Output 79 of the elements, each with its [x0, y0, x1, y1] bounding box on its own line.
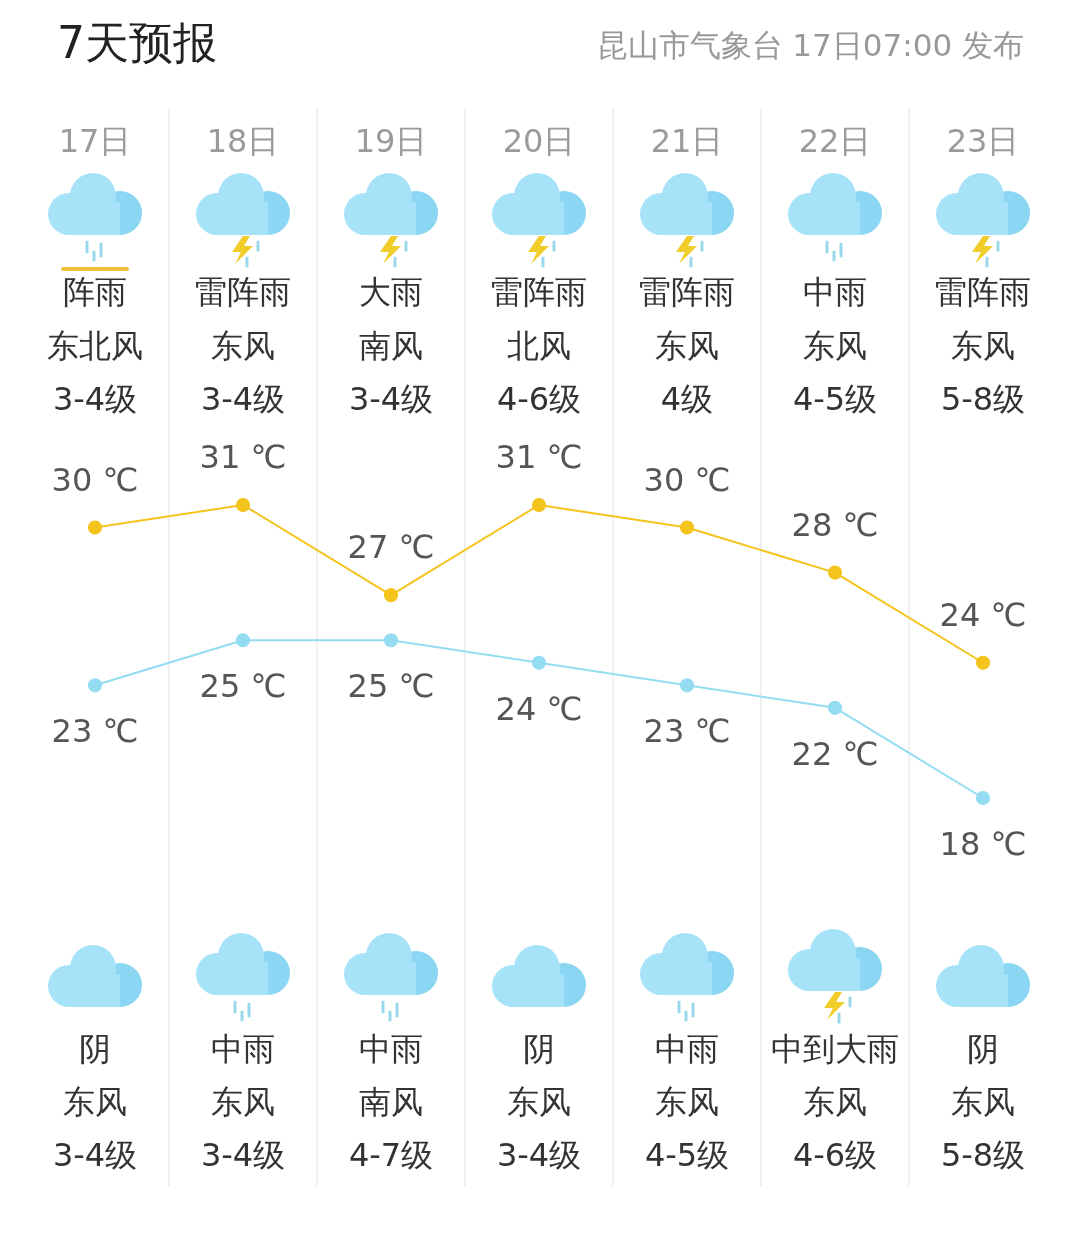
text: 4-6级 — [496, 380, 582, 418]
text: 中雨 — [211, 1030, 275, 1068]
text: 4-6级 — [792, 1136, 878, 1174]
x-tick-label: 23日 — [946, 121, 1020, 160]
text: 3-4级 — [52, 380, 138, 418]
text: 雷阵雨 — [491, 273, 587, 311]
text: 5-8级 — [940, 1136, 1026, 1174]
point — [87, 678, 103, 693]
data-label: 24 ℃ — [495, 689, 583, 728]
point — [975, 655, 991, 670]
point — [827, 700, 843, 715]
text: 中雨 — [359, 1030, 423, 1068]
text: 阴 — [79, 1030, 111, 1068]
data-label: 22 ℃ — [791, 734, 879, 773]
point — [679, 520, 695, 535]
chart-subtitle: 昆山市气象台 17日07:00 发布 — [596, 27, 1024, 63]
text: 东北风 — [47, 327, 143, 365]
point — [87, 520, 103, 535]
x-tick-label: 21日 — [650, 121, 724, 160]
text: 中雨 — [655, 1030, 719, 1068]
text: 东风 — [507, 1083, 571, 1121]
text: 中到大雨 — [771, 1030, 899, 1068]
text: 东风 — [211, 1083, 275, 1121]
text: 阴 — [967, 1030, 999, 1068]
data-label: 27 ℃ — [347, 528, 435, 567]
data-label: 18 ℃ — [939, 825, 1027, 863]
text: 5-8级 — [940, 380, 1026, 418]
text: 大雨 — [359, 273, 423, 311]
text: 3-4级 — [52, 1136, 138, 1174]
x-tick-label: 19日 — [354, 121, 428, 160]
text: 东风 — [803, 1083, 867, 1121]
data-label: 28 ℃ — [791, 505, 879, 544]
text: 东风 — [655, 327, 719, 365]
text: 阵雨 — [63, 273, 127, 311]
text: 东风 — [63, 1083, 127, 1121]
x-tick-label: 17日 — [58, 121, 132, 160]
text: 4-5级 — [792, 380, 878, 418]
text: 雷阵雨 — [935, 273, 1031, 311]
point — [679, 678, 695, 693]
point — [383, 633, 399, 648]
data-label: 30 ℃ — [643, 460, 731, 499]
text: 南风 — [359, 1083, 423, 1121]
point — [383, 588, 399, 603]
data-label: 25 ℃ — [347, 667, 435, 706]
text: 东风 — [211, 327, 275, 365]
point — [531, 497, 547, 513]
text: 阴 — [523, 1030, 555, 1068]
text: 雷阵雨 — [195, 273, 291, 311]
data-label: 30 ℃ — [51, 460, 139, 499]
point — [531, 655, 547, 670]
text: 东风 — [655, 1083, 719, 1121]
point — [975, 790, 991, 806]
text: 4-7级 — [348, 1136, 434, 1174]
text: 东风 — [951, 1083, 1015, 1121]
x-tick-label: 20日 — [502, 121, 576, 160]
data-label: 24 ℃ — [939, 595, 1027, 634]
data-label: 23 ℃ — [51, 712, 139, 751]
point — [827, 565, 843, 580]
chart-title: 7天预报 — [57, 17, 217, 69]
data-label: 31 ℃ — [495, 438, 583, 476]
data-label: 23 ℃ — [643, 712, 731, 751]
point — [235, 633, 251, 648]
text: 中雨 — [803, 273, 867, 311]
text: 北风 — [507, 327, 571, 365]
text: 3-4级 — [200, 380, 286, 418]
text: 南风 — [359, 327, 423, 365]
point — [235, 497, 251, 513]
text: 3-4级 — [348, 380, 434, 418]
text: 雷阵雨 — [639, 273, 735, 311]
text: 东风 — [951, 327, 1015, 365]
x-tick-label: 18日 — [206, 121, 280, 160]
x-tick-label: 22日 — [798, 121, 872, 160]
data-label: 25 ℃ — [199, 667, 287, 706]
text: 4-5级 — [644, 1136, 730, 1174]
text: 3-4级 — [496, 1136, 582, 1174]
text: 4级 — [660, 380, 714, 418]
text: 3-4级 — [200, 1136, 286, 1174]
text: 东风 — [803, 327, 867, 365]
data-label: 31 ℃ — [199, 438, 287, 476]
